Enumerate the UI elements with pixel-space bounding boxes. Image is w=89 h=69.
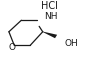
- Text: NH: NH: [44, 12, 58, 21]
- Text: OH: OH: [65, 39, 79, 48]
- Text: HCl: HCl: [41, 1, 58, 11]
- Polygon shape: [43, 32, 57, 38]
- Text: O: O: [8, 43, 15, 52]
